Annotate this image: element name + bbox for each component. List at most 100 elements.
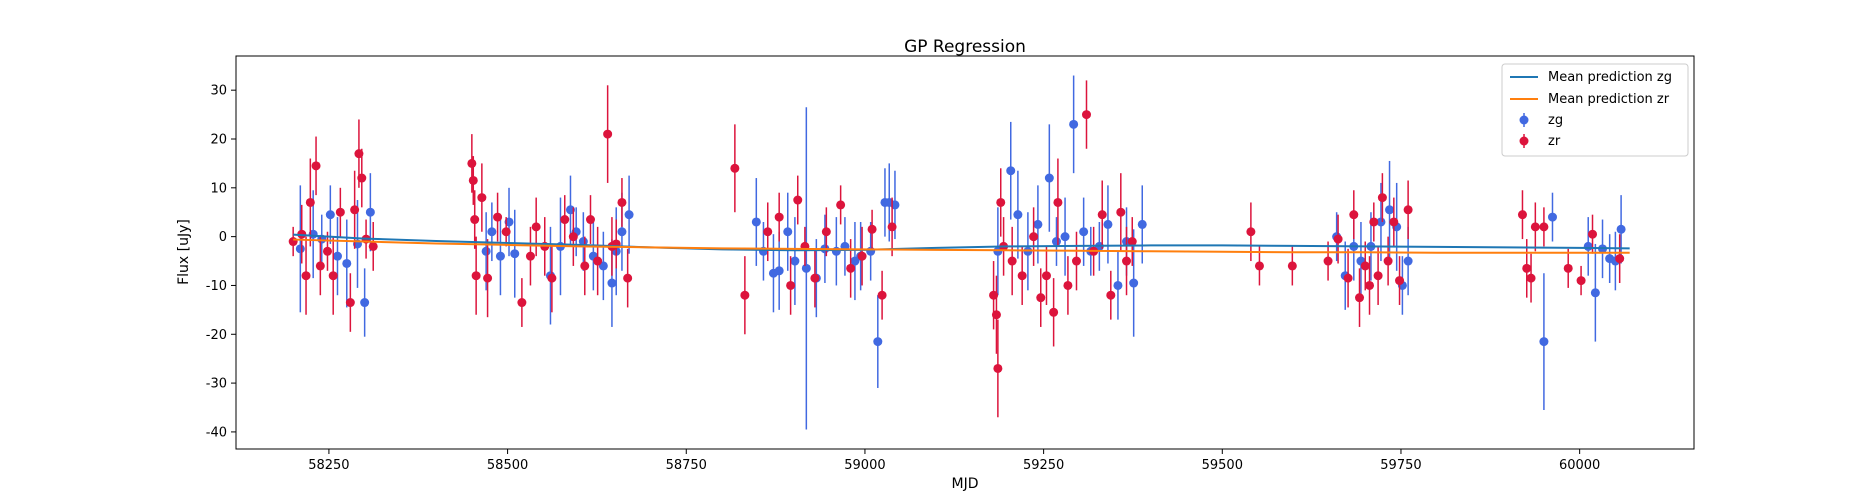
legend-swatch-zr-marker bbox=[1519, 136, 1529, 146]
zr-point bbox=[1360, 261, 1370, 271]
zg-point bbox=[360, 298, 370, 308]
zr-point bbox=[1343, 273, 1353, 283]
chart-title: GP Regression bbox=[904, 37, 1026, 57]
zg-point bbox=[295, 244, 305, 254]
zr-point bbox=[810, 273, 820, 283]
zg-point bbox=[790, 256, 800, 266]
y-tick-label: -30 bbox=[206, 377, 227, 392]
zg-point bbox=[1385, 205, 1395, 215]
zr-point bbox=[1246, 227, 1256, 237]
zr-point bbox=[1053, 197, 1063, 207]
zg-point bbox=[1079, 227, 1089, 237]
zg-point bbox=[1583, 241, 1593, 251]
y-tick-label: -20 bbox=[206, 328, 227, 343]
zr-point bbox=[1254, 261, 1264, 271]
zg-point bbox=[1013, 210, 1023, 220]
zg-point bbox=[325, 210, 335, 220]
zr-point bbox=[617, 197, 627, 207]
zr-point bbox=[368, 241, 378, 251]
x-tick-label: 58250 bbox=[308, 458, 349, 473]
zr-point bbox=[1576, 276, 1586, 286]
zr-point bbox=[477, 193, 487, 203]
y-tick-label: 0 bbox=[219, 230, 227, 245]
zg-point bbox=[1103, 219, 1113, 229]
zg-point bbox=[1069, 119, 1079, 129]
plot-frame bbox=[235, 55, 1695, 450]
zr-point bbox=[1615, 254, 1625, 264]
y-tick-label: 20 bbox=[210, 132, 227, 147]
zg-point bbox=[1044, 173, 1054, 183]
plot-area bbox=[288, 75, 1630, 430]
zr-point bbox=[357, 173, 367, 183]
zr-point bbox=[1530, 222, 1540, 232]
x-tick-label: 59750 bbox=[1380, 458, 1421, 473]
zr-point bbox=[1097, 210, 1107, 220]
zr-point bbox=[1588, 229, 1598, 239]
zr-point bbox=[740, 290, 750, 300]
zg-point bbox=[866, 246, 876, 256]
zr-point bbox=[1106, 290, 1116, 300]
legend: Mean prediction zg Mean prediction zr zg… bbox=[1501, 63, 1689, 157]
zr-point bbox=[305, 197, 315, 207]
zg-point bbox=[1547, 212, 1557, 222]
zr-point bbox=[471, 271, 481, 281]
x-tick-label: 60000 bbox=[1559, 458, 1600, 473]
x-tick-label: 58750 bbox=[666, 458, 707, 473]
x-tick-label: 59500 bbox=[1202, 458, 1243, 473]
zg-point bbox=[1006, 166, 1016, 176]
zr-point bbox=[603, 129, 613, 139]
legend-label-zr: zr bbox=[1548, 134, 1561, 149]
zr-point bbox=[1355, 293, 1365, 303]
zg-point bbox=[481, 246, 491, 256]
y-tick-label: -10 bbox=[206, 279, 227, 294]
zg-point bbox=[578, 237, 588, 247]
zg-point bbox=[873, 337, 883, 347]
zr-point bbox=[821, 227, 831, 237]
zr-point bbox=[1029, 232, 1039, 242]
zr-point bbox=[1323, 256, 1333, 266]
zr-point bbox=[560, 215, 570, 225]
zr-point bbox=[1403, 205, 1413, 215]
zr-point bbox=[345, 298, 355, 308]
zg-point bbox=[1113, 280, 1123, 290]
zr-point bbox=[1036, 293, 1046, 303]
x-tick-label: 58500 bbox=[487, 458, 528, 473]
zg-point bbox=[1539, 337, 1549, 347]
zr-point bbox=[1383, 256, 1393, 266]
zr-point bbox=[1041, 271, 1051, 281]
zr-point bbox=[887, 222, 897, 232]
zr-point bbox=[517, 298, 527, 308]
zr-point bbox=[1122, 256, 1132, 266]
zr-point bbox=[836, 200, 846, 210]
zg-point bbox=[487, 227, 497, 237]
legend-label-mean-zr: Mean prediction zr bbox=[1548, 92, 1670, 107]
zr-point bbox=[1049, 307, 1059, 317]
zg-point bbox=[1051, 237, 1061, 247]
zg-point bbox=[801, 263, 811, 273]
zr-point bbox=[1522, 263, 1532, 273]
zg-point bbox=[342, 258, 352, 268]
zg-point bbox=[1616, 224, 1626, 234]
zr-point bbox=[1395, 276, 1405, 286]
zr-point bbox=[1526, 273, 1536, 283]
zr-point bbox=[483, 273, 493, 283]
zr-point bbox=[1007, 256, 1017, 266]
zr-point bbox=[467, 158, 477, 168]
zr-point bbox=[315, 261, 325, 271]
zr-point bbox=[1373, 271, 1383, 281]
legend-box bbox=[1501, 63, 1689, 157]
zg-point bbox=[617, 227, 627, 237]
y-axis-label: Flux [uJy] bbox=[176, 219, 192, 285]
zr-point bbox=[525, 251, 535, 261]
zr-point bbox=[568, 232, 578, 242]
zg-point bbox=[1033, 219, 1043, 229]
zr-point bbox=[1389, 217, 1399, 227]
zr-point bbox=[350, 205, 360, 215]
zr-point bbox=[1333, 234, 1343, 244]
zr-point bbox=[867, 224, 877, 234]
zr-point bbox=[991, 310, 1001, 320]
x-tick-label: 59250 bbox=[1023, 458, 1064, 473]
zg-point bbox=[1403, 256, 1413, 266]
zr-point bbox=[993, 363, 1003, 373]
